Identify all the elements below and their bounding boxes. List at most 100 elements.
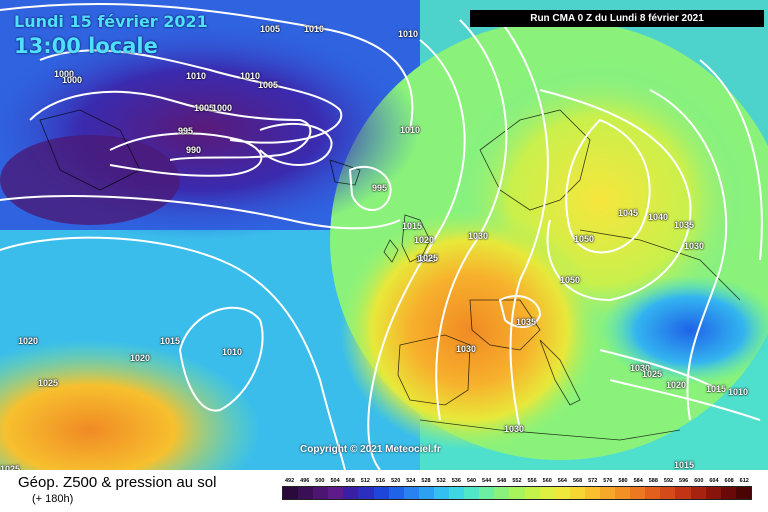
isobar-label: 1010 <box>222 347 243 357</box>
scale-value: 580 <box>618 478 628 484</box>
scale-swatch <box>660 487 676 499</box>
scale-swatch <box>313 487 329 499</box>
scale-bar <box>282 486 752 500</box>
scale-swatch <box>373 487 389 499</box>
isobar-label: 995 <box>372 183 388 193</box>
isobar-label: 1020 <box>130 353 151 363</box>
scale-swatch <box>735 487 751 499</box>
scale-swatch <box>494 487 510 499</box>
scale-swatch <box>524 487 540 499</box>
isobar-label: 1010 <box>398 29 419 39</box>
scale-swatch <box>464 487 480 499</box>
scale-swatch <box>479 487 495 499</box>
scale-value: 560 <box>542 478 552 484</box>
scale-swatch <box>418 487 434 499</box>
isobar-label: 1030 <box>456 344 477 354</box>
map-footer: Géop. Z500 & pression au sol (+ 180h) 49… <box>0 470 768 512</box>
scale-swatch <box>449 487 465 499</box>
isobar-label: 1020 <box>414 235 435 245</box>
isobar-label: 990 <box>186 145 202 155</box>
scale-swatch <box>328 487 344 499</box>
scale-value: 492 <box>284 478 295 484</box>
isobar-label: 1025 <box>416 254 437 264</box>
isobar-label: 995 <box>178 126 194 136</box>
geopotential-field <box>0 0 768 470</box>
isobar-label: 1035 <box>674 220 695 230</box>
isobar-label: 1025 <box>418 253 439 263</box>
scale-value: 508 <box>345 478 355 484</box>
scale-value: 564 <box>557 478 567 484</box>
isobar-label: 1005 <box>258 80 279 90</box>
isobar-label: 1000 <box>62 75 83 85</box>
isobar-label: 1030 <box>504 424 525 434</box>
isobar-label: 1000 <box>212 103 233 113</box>
scale-value: 524 <box>406 478 416 484</box>
scale-value: 532 <box>436 478 446 484</box>
scale-value: 584 <box>633 478 643 484</box>
isobar-label: 1010 <box>186 71 207 81</box>
isobar-label: 1025 <box>642 369 663 379</box>
isobar-label: 1015 <box>160 336 181 346</box>
scale-swatch <box>584 487 600 499</box>
scale-swatch <box>433 487 450 499</box>
isobar-label: 1025 <box>0 464 21 470</box>
scale-value: 576 <box>603 478 613 484</box>
isobar-label: 1050 <box>560 275 581 285</box>
scale-swatch <box>343 487 359 499</box>
isobar-label: 1050 <box>574 234 595 244</box>
scale-value: 572 <box>588 478 598 484</box>
scale-value: 608 <box>724 478 734 484</box>
scale-value: 504 <box>330 478 340 484</box>
isobar-label: 1010 <box>728 387 749 397</box>
isobar-label: 1030 <box>468 231 489 241</box>
isobar-label: 1010 <box>304 24 325 34</box>
scale-value: 600 <box>694 478 704 484</box>
isobar-label: 1000 <box>54 69 75 79</box>
scale-swatch <box>539 487 555 499</box>
isobar-label: 1015 <box>402 221 423 231</box>
scale-value: 540 <box>466 478 477 484</box>
scale-value: 568 <box>572 478 583 484</box>
scale-swatch <box>509 487 525 499</box>
scale-swatch <box>358 487 374 499</box>
forecast-time: 13:00 locale <box>14 34 158 58</box>
scale-value: 512 <box>360 478 370 484</box>
forecast-date: Lundi 15 février 2021 <box>14 12 208 31</box>
isobar-label: 1005 <box>260 24 281 34</box>
isobar-label: 1030 <box>684 241 705 251</box>
scale-value: 500 <box>315 478 325 484</box>
isobar-label: 1020 <box>18 336 39 346</box>
forecast-lead: (+ 180h) <box>32 493 74 505</box>
isobar-label: 1040 <box>648 212 669 222</box>
scale-swatch <box>298 487 314 499</box>
scale-value: 588 <box>648 478 658 484</box>
scale-swatch <box>599 487 616 499</box>
scale-value: 592 <box>663 478 674 484</box>
scale-swatch <box>569 487 585 499</box>
scale-value: 528 <box>421 478 431 484</box>
isobar-label: 1015 <box>674 460 695 470</box>
scale-swatch <box>690 487 706 499</box>
scale-value: 544 <box>482 478 492 484</box>
scale-value: 612 <box>739 478 749 484</box>
scale-swatch <box>630 487 646 499</box>
isobar-label: 1045 <box>618 208 639 218</box>
scale-value: 496 <box>300 478 310 484</box>
isobar-label: 1010 <box>400 125 421 135</box>
isobar-label: 1020 <box>666 380 687 390</box>
map-title: Géop. Z500 & pression au sol <box>18 474 217 491</box>
scale-value: 604 <box>709 478 719 484</box>
model-run-info: Run CMA 0 Z du Lundi 8 février 2021 <box>470 10 764 27</box>
isobar-label: 1015 <box>706 384 727 394</box>
scale-swatch <box>388 487 404 499</box>
scale-value: 536 <box>451 478 461 484</box>
scale-value: 516 <box>375 478 386 484</box>
scale-swatch <box>645 487 661 499</box>
isobar-label: 1025 <box>38 378 59 388</box>
scale-value: 520 <box>391 478 401 484</box>
copyright-notice: Copyright © 2021 Meteociel.fr <box>300 444 441 455</box>
scale-swatch <box>615 487 631 499</box>
isobar-label: 1005 <box>194 103 215 113</box>
isobar-label: 1010 <box>240 71 261 81</box>
